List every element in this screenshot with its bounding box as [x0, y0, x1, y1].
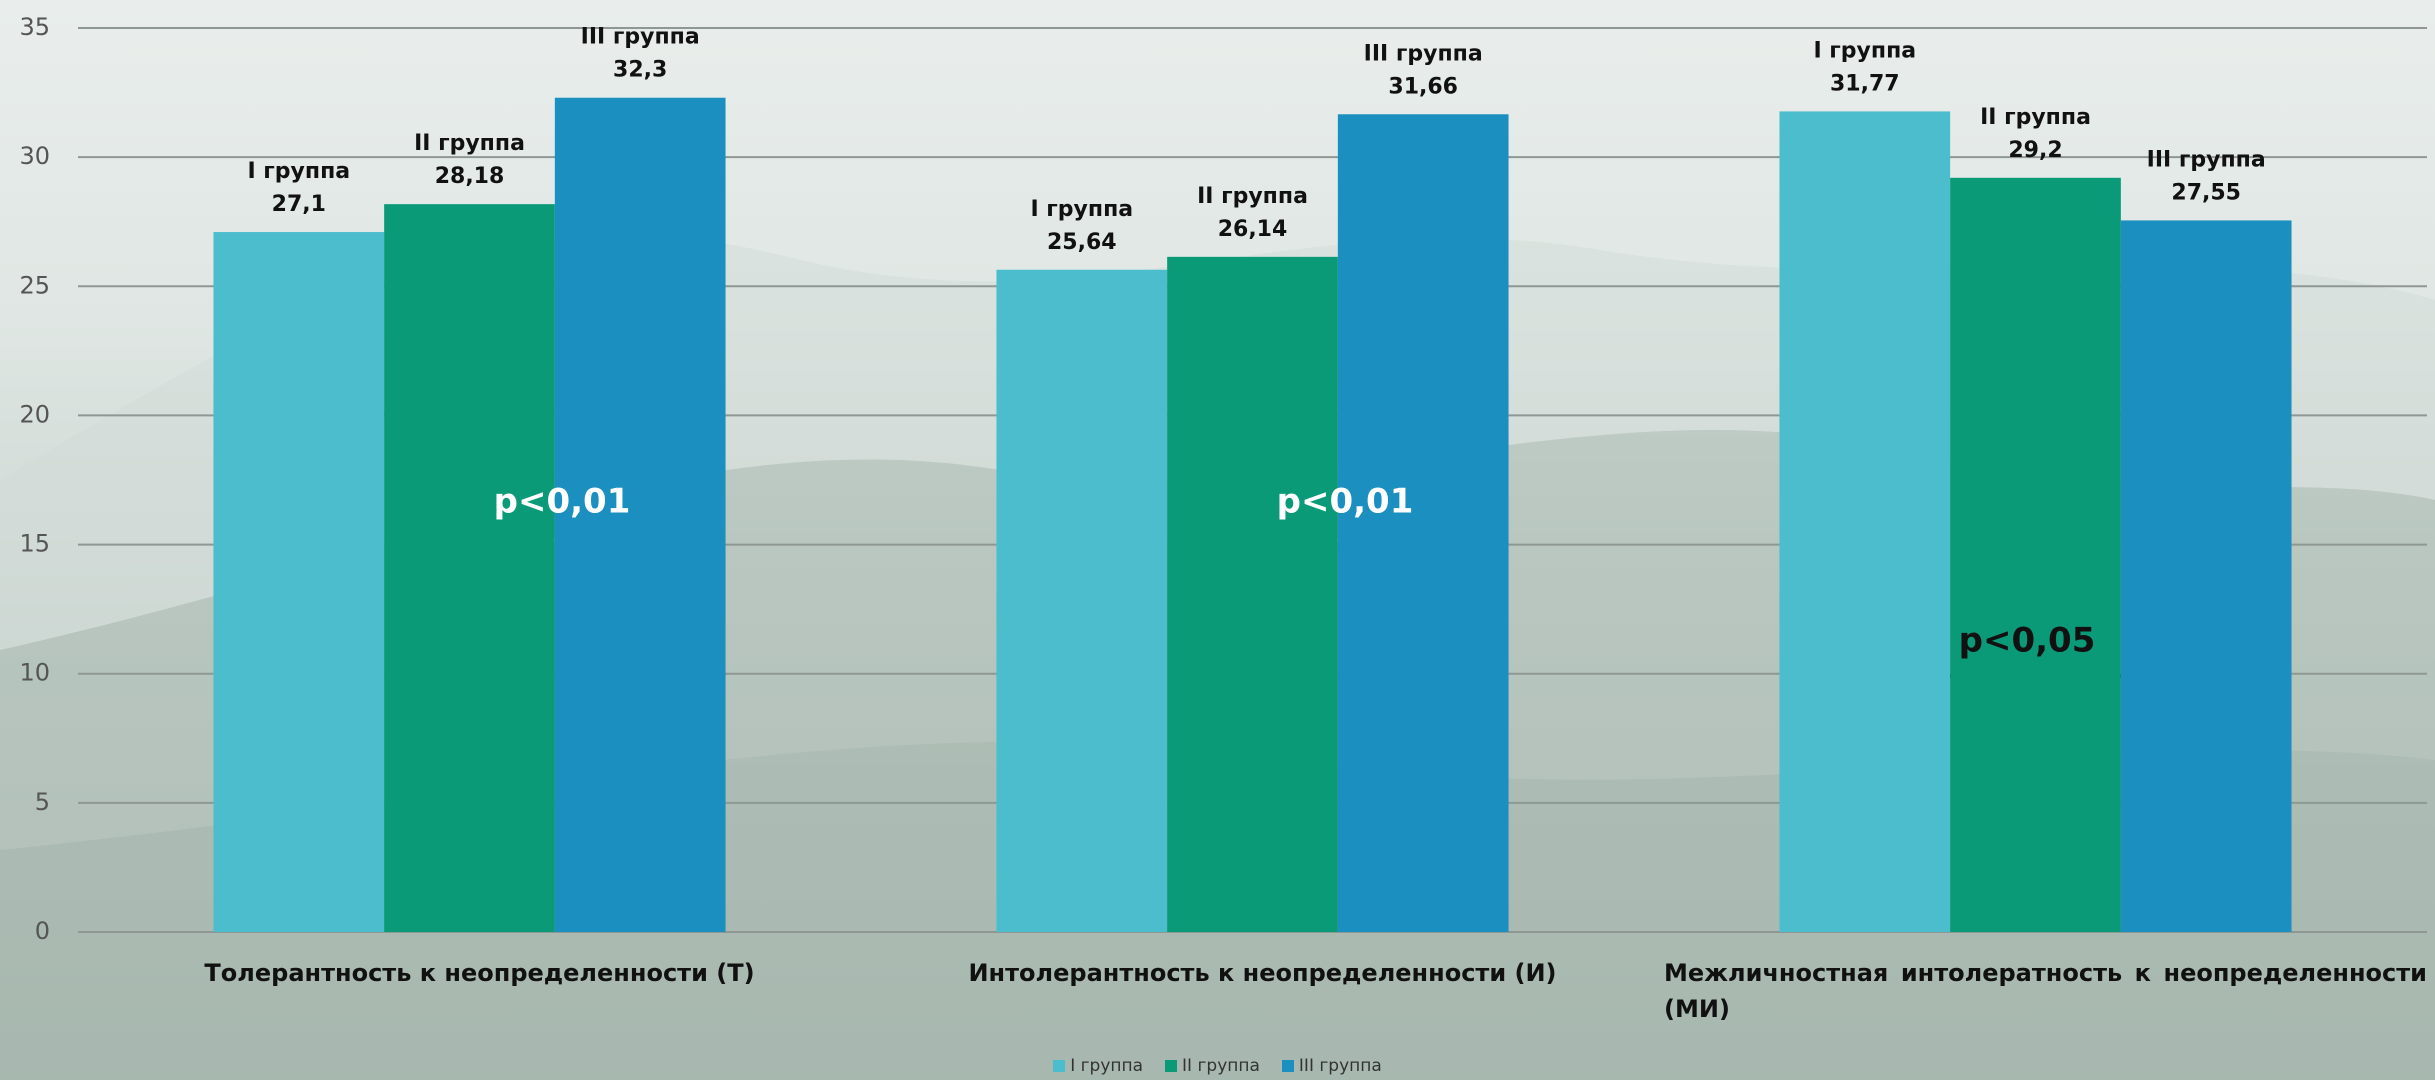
series-label: III группа	[581, 25, 700, 50]
bar	[1337, 114, 1509, 932]
annotation: p<0,01	[1277, 482, 1414, 522]
data-label: 31,77	[1830, 71, 1900, 96]
series-label: II группа	[414, 131, 525, 156]
y-tick-label: 10	[19, 659, 50, 687]
annotation: p<0,01	[494, 482, 631, 522]
bar	[1950, 177, 2121, 932]
legend-label: III группа	[1298, 1056, 1382, 1076]
x-tick-label: Межличностная интолератность к неопредел…	[1664, 959, 2427, 1023]
y-tick-label: 20	[19, 400, 50, 428]
y-tick-label: 15	[19, 530, 50, 558]
bar	[213, 232, 385, 932]
x-tick-label: Толерантность к неопределенности (Т)	[204, 959, 755, 987]
legend-swatch	[1165, 1060, 1178, 1072]
legend-label: II группа	[1182, 1056, 1260, 1076]
data-label: 26,14	[1218, 217, 1288, 242]
data-label: 32,3	[613, 58, 667, 83]
x-tick-wrap: Интолерантность к неопределенности (И)	[881, 955, 1644, 991]
series-label: II группа	[1980, 105, 2091, 130]
bar	[554, 97, 726, 933]
legend: I группа II группа III группа	[0, 1056, 2435, 1076]
legend-label: I группа	[1070, 1056, 1144, 1076]
annotation: p<0,05	[1959, 621, 2096, 661]
series-label: III группа	[2147, 147, 2266, 172]
bar	[384, 204, 555, 932]
series-label: III группа	[1364, 41, 1483, 66]
bar	[2120, 220, 2292, 932]
bar	[1779, 111, 1951, 933]
data-label: 28,18	[435, 164, 505, 189]
y-tick-label: 30	[19, 142, 50, 170]
data-label: 27,55	[2171, 180, 2241, 205]
legend-item: III группа	[1281, 1056, 1382, 1076]
data-label: 31,66	[1388, 74, 1458, 99]
plot: 0 5 10 15 20 25 30 35 I группа 27,1 II группа 28,18…	[19, 13, 2427, 945]
data-label: 25,64	[1047, 230, 1117, 255]
data-label: 29,2	[2008, 138, 2062, 163]
data-label: 27,1	[272, 192, 326, 217]
series-label: I группа	[1813, 38, 1916, 63]
legend-item: II группа	[1165, 1056, 1260, 1076]
y-tick-label: 35	[19, 13, 50, 41]
bar	[996, 269, 1168, 932]
y-tick-label: 5	[35, 788, 50, 816]
series-label: I группа	[1030, 197, 1133, 222]
y-tick-label: 25	[19, 271, 50, 299]
series-label: II группа	[1197, 184, 1308, 209]
x-tick-wrap: Толерантность к неопределенности (Т)	[98, 955, 861, 991]
x-tick-label: Интолерантность к неопределенности (И)	[968, 959, 1557, 987]
legend-swatch	[1053, 1060, 1066, 1072]
legend-swatch	[1281, 1060, 1294, 1072]
bar	[1167, 256, 1338, 932]
series-label: I группа	[247, 159, 350, 184]
x-tick-wrap: Межличностная интолератность к неопредел…	[1664, 955, 2427, 1027]
legend-item: I группа	[1053, 1056, 1143, 1076]
y-tick-label: 0	[35, 917, 50, 945]
